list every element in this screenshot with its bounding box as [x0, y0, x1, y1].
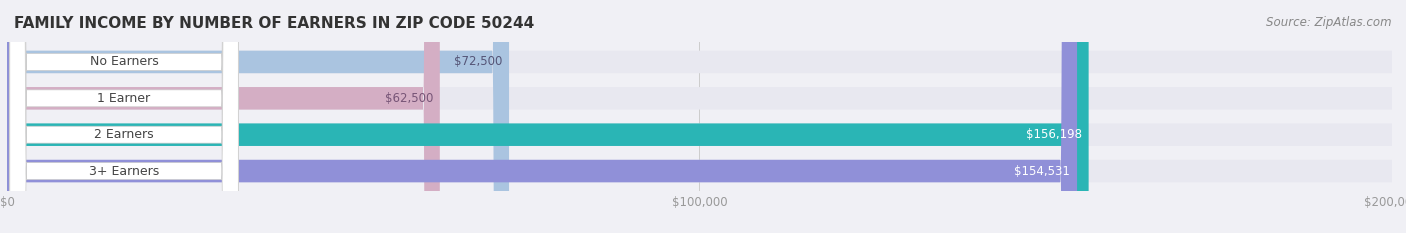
FancyBboxPatch shape	[10, 0, 238, 233]
Text: Source: ZipAtlas.com: Source: ZipAtlas.com	[1267, 16, 1392, 29]
Text: No Earners: No Earners	[90, 55, 159, 69]
Text: FAMILY INCOME BY NUMBER OF EARNERS IN ZIP CODE 50244: FAMILY INCOME BY NUMBER OF EARNERS IN ZI…	[14, 16, 534, 31]
FancyBboxPatch shape	[7, 123, 1392, 146]
Text: $154,531: $154,531	[1014, 164, 1070, 178]
Text: 3+ Earners: 3+ Earners	[89, 164, 159, 178]
Text: 1 Earner: 1 Earner	[97, 92, 150, 105]
Text: $156,198: $156,198	[1026, 128, 1081, 141]
FancyBboxPatch shape	[7, 51, 1392, 73]
FancyBboxPatch shape	[7, 0, 440, 233]
FancyBboxPatch shape	[10, 0, 238, 233]
FancyBboxPatch shape	[7, 0, 509, 233]
Text: $72,500: $72,500	[454, 55, 502, 69]
FancyBboxPatch shape	[10, 0, 238, 233]
FancyBboxPatch shape	[7, 0, 1077, 233]
Text: $62,500: $62,500	[384, 92, 433, 105]
Text: 2 Earners: 2 Earners	[94, 128, 153, 141]
FancyBboxPatch shape	[7, 87, 1392, 110]
FancyBboxPatch shape	[7, 160, 1392, 182]
FancyBboxPatch shape	[10, 0, 238, 233]
FancyBboxPatch shape	[7, 0, 1088, 233]
